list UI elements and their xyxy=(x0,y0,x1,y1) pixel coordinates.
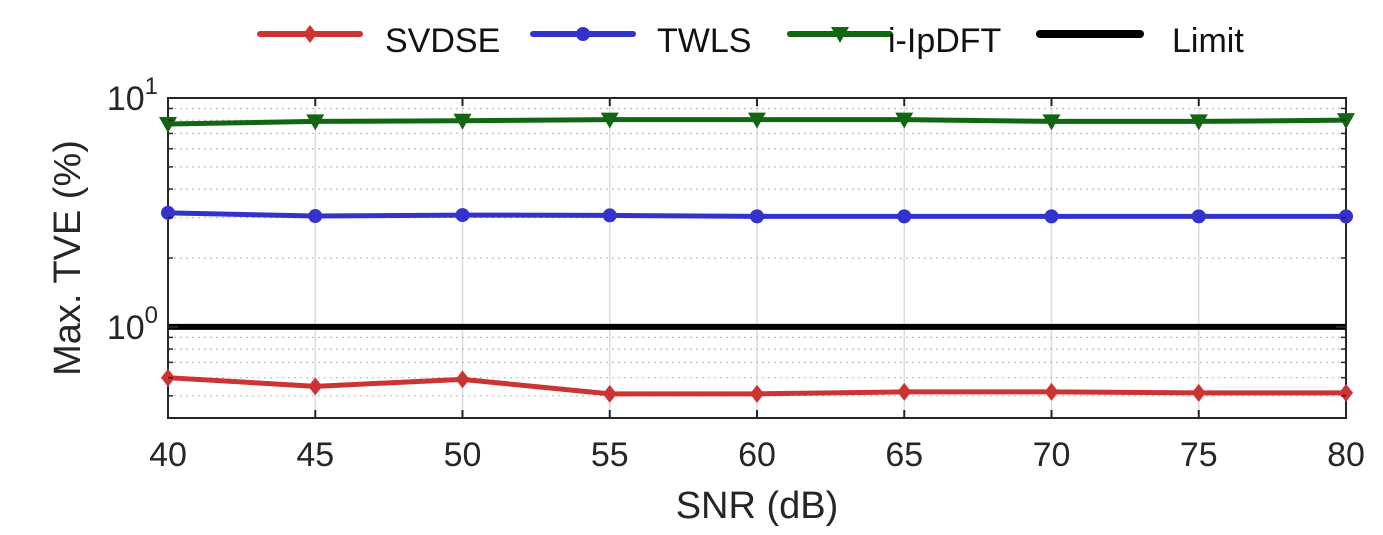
data-point-twls xyxy=(1044,209,1059,224)
data-point-twls xyxy=(602,208,617,223)
x-tick-label: 80 xyxy=(1327,436,1365,474)
data-point-svdse xyxy=(308,377,323,396)
legend-entry-twls: TWLS xyxy=(530,22,751,60)
x-tick-label: 45 xyxy=(296,436,334,474)
data-point-i-ipdft xyxy=(306,114,325,131)
legend-marker-i-ipdft xyxy=(831,27,849,43)
legend-label-i-ipdft: i-IpDFT xyxy=(888,22,1001,60)
x-tick-label: 55 xyxy=(591,436,629,474)
x-tick-label: 70 xyxy=(1033,436,1071,474)
y-axis: 101 100 xyxy=(107,73,1346,419)
series-svdse xyxy=(161,368,1353,403)
legend-entry-i-ipdft: i-IpDFT xyxy=(787,22,1001,60)
data-point-twls xyxy=(897,209,912,224)
data-point-i-ipdft xyxy=(1189,114,1208,131)
data-point-twls xyxy=(750,209,764,224)
x-tick-label: 65 xyxy=(885,436,923,474)
grid xyxy=(167,97,1347,419)
data-point-svdse xyxy=(750,384,764,403)
data-point-i-ipdft xyxy=(1337,113,1355,130)
data-point-twls xyxy=(1191,209,1206,224)
data-point-i-ipdft xyxy=(895,112,914,129)
legend-label-limit: Limit xyxy=(1172,22,1244,60)
series-i-ipdft xyxy=(159,112,1355,133)
data-point-i-ipdft xyxy=(453,113,472,130)
y-axis-label: Max. TVE (%) xyxy=(47,140,89,376)
legend: SVDSE TWLS i-IpDFT Limit xyxy=(257,22,1244,60)
x-axis: 40 45 50 55 60 65 70 75 80 xyxy=(149,98,1365,474)
legend-marker-svdse xyxy=(303,25,317,43)
legend-label-twls: TWLS xyxy=(657,22,751,60)
series-twls xyxy=(161,205,1353,224)
legend-entry-svdse: SVDSE xyxy=(257,22,500,60)
x-tick-label: 50 xyxy=(444,436,482,474)
data-point-twls xyxy=(1339,209,1353,224)
data-point-i-ipdft xyxy=(748,112,766,129)
data-point-svdse xyxy=(602,384,617,403)
data-point-twls xyxy=(308,209,323,224)
data-point-svdse xyxy=(1339,383,1353,402)
data-point-svdse xyxy=(455,370,470,389)
series-layer xyxy=(159,112,1355,403)
x-tick-label: 40 xyxy=(149,436,187,474)
y-tick-label: 101 xyxy=(107,73,158,118)
x-axis-label: SNR (dB) xyxy=(676,485,839,527)
legend-entry-limit: Limit xyxy=(1036,22,1244,60)
data-point-twls xyxy=(455,208,470,223)
x-tick-label: 75 xyxy=(1180,436,1218,474)
legend-label-svdse: SVDSE xyxy=(385,22,500,60)
data-point-i-ipdft xyxy=(1042,114,1061,131)
data-point-svdse xyxy=(1191,383,1206,402)
legend-marker-twls xyxy=(576,27,590,41)
data-point-i-ipdft xyxy=(600,112,619,129)
data-point-svdse xyxy=(897,382,912,401)
data-point-i-ipdft xyxy=(159,116,177,133)
data-point-twls xyxy=(161,205,175,220)
x-tick-label: 60 xyxy=(738,436,776,474)
y-tick-label: 100 xyxy=(107,302,158,347)
data-point-svdse xyxy=(1044,382,1059,401)
